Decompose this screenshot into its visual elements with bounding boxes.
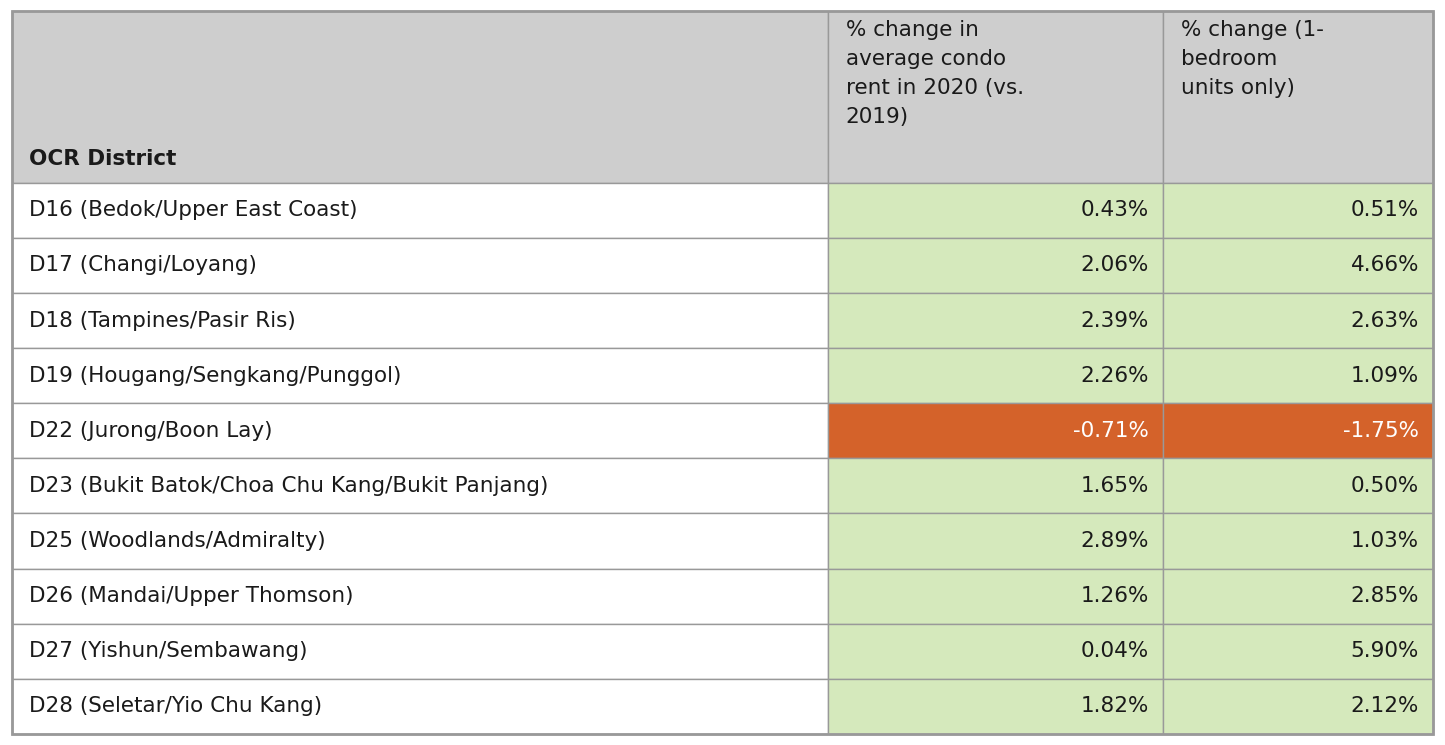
Bar [1163, 624, 1433, 679]
Text: 2.85%: 2.85% [1351, 586, 1419, 606]
Bar [828, 11, 1163, 183]
Bar [1163, 513, 1433, 568]
Bar [1163, 458, 1433, 513]
Text: 2.89%: 2.89% [1081, 531, 1149, 551]
Bar [12, 458, 828, 513]
Bar [12, 624, 828, 679]
Text: 2.12%: 2.12% [1351, 697, 1419, 717]
Bar [1163, 348, 1433, 403]
Text: OCR District: OCR District [29, 149, 176, 169]
Bar [12, 348, 828, 403]
Text: D23 (Bukit Batok/Choa Chu Kang/Bukit Panjang): D23 (Bukit Batok/Choa Chu Kang/Bukit Pan… [29, 476, 548, 496]
Text: 0.43%: 0.43% [1081, 200, 1149, 221]
Bar [828, 348, 1163, 403]
Text: 1.26%: 1.26% [1081, 586, 1149, 606]
Text: 0.04%: 0.04% [1081, 641, 1149, 662]
Bar [1163, 11, 1433, 183]
Text: -0.71%: -0.71% [1074, 421, 1149, 441]
Text: 2.26%: 2.26% [1081, 366, 1149, 386]
Bar [828, 293, 1163, 348]
Text: D26 (Mandai/Upper Thomson): D26 (Mandai/Upper Thomson) [29, 586, 354, 606]
Text: D22 (Jurong/Boon Lay): D22 (Jurong/Boon Lay) [29, 421, 273, 441]
Text: D19 (Hougang/Sengkang/Punggol): D19 (Hougang/Sengkang/Punggol) [29, 366, 402, 386]
Text: 1.09%: 1.09% [1351, 366, 1419, 386]
Bar [1163, 293, 1433, 348]
Text: 5.90%: 5.90% [1351, 641, 1419, 662]
Bar [828, 513, 1163, 568]
Text: D28 (Seletar/Yio Chu Kang): D28 (Seletar/Yio Chu Kang) [29, 697, 322, 717]
Text: D18 (Tampines/Pasir Ris): D18 (Tampines/Pasir Ris) [29, 311, 296, 331]
Bar [12, 11, 828, 183]
Text: D17 (Changi/Loyang): D17 (Changi/Loyang) [29, 256, 257, 276]
Text: -1.75%: -1.75% [1342, 421, 1419, 441]
Bar [1163, 568, 1433, 624]
Text: 1.82%: 1.82% [1081, 697, 1149, 717]
Bar [12, 238, 828, 293]
Bar [1163, 238, 1433, 293]
Bar [1163, 183, 1433, 238]
Text: 1.65%: 1.65% [1081, 476, 1149, 496]
Bar [12, 513, 828, 568]
Bar [12, 568, 828, 624]
Text: 0.51%: 0.51% [1351, 200, 1419, 221]
Bar [828, 568, 1163, 624]
Text: 2.39%: 2.39% [1081, 311, 1149, 331]
Bar [828, 458, 1163, 513]
Text: D25 (Woodlands/Admiralty): D25 (Woodlands/Admiralty) [29, 531, 325, 551]
Bar [828, 679, 1163, 734]
Bar [828, 238, 1163, 293]
Bar [12, 403, 828, 458]
Text: 2.06%: 2.06% [1081, 256, 1149, 276]
Text: 1.03%: 1.03% [1351, 531, 1419, 551]
Text: 4.66%: 4.66% [1351, 256, 1419, 276]
Bar [1163, 403, 1433, 458]
Text: % change in
average condo
rent in 2020 (vs.
2019): % change in average condo rent in 2020 (… [845, 20, 1025, 127]
Bar [12, 293, 828, 348]
Bar [1163, 679, 1433, 734]
Bar [828, 624, 1163, 679]
Text: D16 (Bedok/Upper East Coast): D16 (Bedok/Upper East Coast) [29, 200, 357, 221]
Bar [828, 183, 1163, 238]
Bar [12, 183, 828, 238]
Text: 0.50%: 0.50% [1351, 476, 1419, 496]
Text: % change (1-
bedroom
units only): % change (1- bedroom units only) [1181, 20, 1324, 98]
Bar [12, 679, 828, 734]
Bar [828, 403, 1163, 458]
Text: D27 (Yishun/Sembawang): D27 (Yishun/Sembawang) [29, 641, 308, 662]
Text: 2.63%: 2.63% [1351, 311, 1419, 331]
